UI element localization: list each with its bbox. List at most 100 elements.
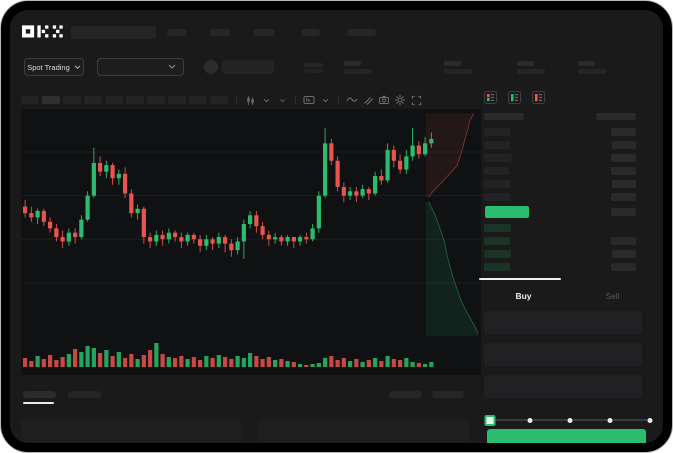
orderbook-header-right: [596, 113, 636, 120]
ask-size-placeholder: [611, 193, 636, 201]
order-input-field[interactable]: [484, 375, 642, 398]
last-price-highlight: [485, 206, 529, 218]
timeframe-button[interactable]: [126, 96, 144, 104]
slider-stop[interactable]: [527, 417, 533, 423]
depth-overlay: [426, 109, 481, 336]
bid-row[interactable]: [484, 224, 636, 232]
ask-price-placeholder: [484, 180, 511, 188]
order-book[interactable]: [484, 113, 636, 276]
coin-avatar: [204, 60, 218, 74]
chevron-down-icon[interactable]: [260, 94, 272, 106]
tab-buy[interactable]: Buy: [515, 291, 532, 301]
orderbook-asks-icon[interactable]: [532, 91, 545, 104]
timeframe-button[interactable]: [63, 96, 81, 104]
price-volume-plot: [21, 128, 481, 367]
chevron-down-icon[interactable]: [276, 94, 288, 106]
fullscreen-icon[interactable]: [410, 94, 422, 106]
order-tabs: Buy Sell: [479, 286, 657, 306]
order-panel: Buy Sell: [479, 91, 658, 443]
svg-text:fx: fx: [306, 98, 311, 104]
ask-size-placeholder: [612, 141, 636, 149]
pair-selector[interactable]: [97, 58, 184, 76]
tab-sell[interactable]: Sell: [605, 291, 620, 301]
slider-stop[interactable]: [647, 417, 653, 423]
ask-size-placeholder: [611, 128, 636, 136]
timeframe-button[interactable]: [189, 96, 207, 104]
nav-item-1[interactable]: [167, 29, 187, 36]
stat-label-placeholder: [517, 61, 534, 66]
slider-stop[interactable]: [567, 417, 573, 423]
ask-price-placeholder: [484, 193, 510, 201]
nav-item-3[interactable]: [253, 29, 275, 36]
candle-type-icon[interactable]: [244, 94, 256, 106]
line-icon[interactable]: [346, 94, 358, 106]
candlestick-chart[interactable]: [21, 109, 481, 375]
topbar-right-item[interactable]: [347, 29, 376, 36]
stat-label-placeholder: [444, 61, 461, 66]
order-input-field[interactable]: [484, 343, 642, 366]
nav-item-4[interactable]: [301, 29, 320, 36]
bottom-tab-2[interactable]: [68, 391, 101, 398]
nav-item-2[interactable]: [210, 29, 230, 36]
stat-label-placeholder: [344, 61, 361, 66]
stat-value-placeholder: [578, 69, 606, 74]
ask-row[interactable]: [484, 128, 636, 136]
order-input-field[interactable]: [484, 311, 642, 334]
buy-button[interactable]: [487, 429, 646, 443]
market-type-selector[interactable]: Spot Trading: [24, 58, 84, 76]
chevron-down-icon: [74, 64, 81, 69]
slider-handle[interactable]: [484, 415, 496, 426]
amount-slider[interactable]: [484, 415, 653, 426]
bid-size-placeholder: [612, 250, 636, 258]
camera-icon[interactable]: [378, 94, 390, 106]
ask-row[interactable]: [484, 180, 636, 188]
timeframe-button[interactable]: [84, 96, 102, 104]
orderbook-bids-icon[interactable]: [508, 91, 521, 104]
orderbook-view-switcher: [484, 91, 545, 104]
draw-icon[interactable]: [362, 94, 374, 106]
ask-row[interactable]: [484, 141, 636, 149]
bottom-tab-1[interactable]: [23, 391, 56, 398]
bid-row[interactable]: [484, 250, 636, 258]
ask-price-placeholder: [484, 141, 510, 149]
indicator-icon[interactable]: fx: [303, 94, 315, 106]
last-price-placeholder: [304, 63, 323, 67]
last-size-placeholder: [611, 208, 636, 216]
chart-toolbar: fx: [21, 94, 424, 106]
ask-price-placeholder: [484, 128, 511, 136]
ask-size-placeholder: [611, 167, 636, 175]
market-type-label: Spot Trading: [27, 62, 70, 72]
timeframe-button[interactable]: [105, 96, 123, 104]
bid-price-placeholder: [484, 250, 511, 258]
bid-price-placeholder: [484, 237, 510, 245]
ask-size-placeholder: [612, 180, 636, 188]
ask-row[interactable]: [484, 193, 636, 201]
bid-size-placeholder: [611, 263, 636, 271]
search-input[interactable]: [71, 26, 156, 39]
orderbook-split-icon[interactable]: [484, 91, 497, 104]
ask-price-placeholder: [484, 154, 512, 162]
ask-row[interactable]: [484, 154, 636, 162]
orderbook-header: [484, 113, 636, 121]
stat-value-placeholder: [444, 69, 472, 74]
pair-name-placeholder: [222, 60, 274, 74]
timeframe-button[interactable]: [147, 96, 165, 104]
bottom-right-control-2[interactable]: [432, 391, 464, 398]
ask-row[interactable]: [484, 167, 636, 175]
timeframe-button[interactable]: [21, 96, 39, 104]
timeframe-button[interactable]: [210, 96, 228, 104]
bid-row[interactable]: [484, 263, 636, 271]
okx-logo: [22, 25, 63, 38]
bid-price-placeholder: [484, 263, 510, 271]
slider-stop[interactable]: [607, 417, 613, 423]
bid-price-placeholder: [484, 224, 511, 232]
bottom-right-control-1[interactable]: [389, 391, 422, 398]
stat-group: [578, 61, 608, 75]
chevron-down-icon[interactable]: [319, 94, 331, 106]
bid-row[interactable]: [484, 237, 636, 245]
settings-icon[interactable]: [394, 94, 406, 106]
order-form: [484, 311, 642, 407]
timeframe-button[interactable]: [168, 96, 186, 104]
last-price-row[interactable]: [484, 206, 636, 218]
timeframe-button[interactable]: [42, 96, 60, 104]
